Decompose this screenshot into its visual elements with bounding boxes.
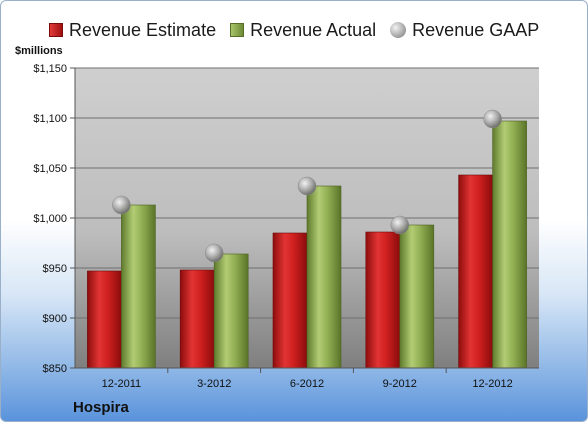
- company-name: Hospira: [73, 399, 129, 416]
- y-tick-label: $1,000: [33, 213, 67, 225]
- marker-revenue-gaap: [297, 176, 317, 196]
- bar-revenue-estimate: [272, 232, 308, 369]
- y-tick-label: $900: [43, 313, 67, 325]
- bar-revenue-estimate: [179, 269, 215, 369]
- legend-label-gaap: Revenue GAAP: [412, 19, 540, 40]
- legend-swatch-gaap: [390, 22, 407, 38]
- x-tick-label: 9-2012: [383, 378, 417, 390]
- bar-revenue-actual: [121, 204, 156, 369]
- x-tick-label: 12-2012: [472, 378, 512, 390]
- legend: Revenue Estimate Revenue Actual Revenue …: [49, 19, 553, 41]
- y-tick-label: $1,150: [33, 63, 67, 75]
- y-tick-label: $1,050: [33, 163, 67, 175]
- marker-revenue-gaap: [390, 215, 410, 235]
- bar-revenue-actual: [399, 224, 435, 369]
- marker-revenue-gaap: [204, 243, 224, 263]
- x-tick-label: 6-2012: [290, 378, 324, 390]
- bar-revenue-estimate: [87, 270, 122, 369]
- y-tick-label: $850: [43, 363, 67, 375]
- legend-swatch-estimate: [49, 23, 63, 37]
- y-tick-label: $950: [43, 263, 67, 275]
- bar-revenue-estimate: [458, 174, 493, 369]
- legend-item-estimate: Revenue Estimate: [49, 20, 216, 41]
- legend-swatch-actual: [230, 23, 245, 37]
- legend-item-gaap: Revenue GAAP: [390, 20, 539, 41]
- bar-revenue-actual: [306, 185, 342, 369]
- marker-revenue-gaap: [483, 109, 502, 129]
- x-tick-label: 12-2011: [102, 378, 142, 390]
- legend-item-actual: Revenue Actual: [230, 20, 376, 41]
- x-tick-label: 3-2012: [197, 378, 231, 390]
- y-axis-unit-label: $millions: [15, 45, 63, 57]
- bar-revenue-actual: [492, 120, 527, 369]
- bar-revenue-estimate: [365, 231, 401, 369]
- bar-revenue-actual: [213, 253, 249, 369]
- legend-label-actual: Revenue Actual: [250, 19, 377, 40]
- y-tick-label: $1,100: [33, 113, 67, 125]
- legend-label-estimate: Revenue Estimate: [69, 19, 217, 40]
- marker-revenue-gaap: [112, 195, 131, 215]
